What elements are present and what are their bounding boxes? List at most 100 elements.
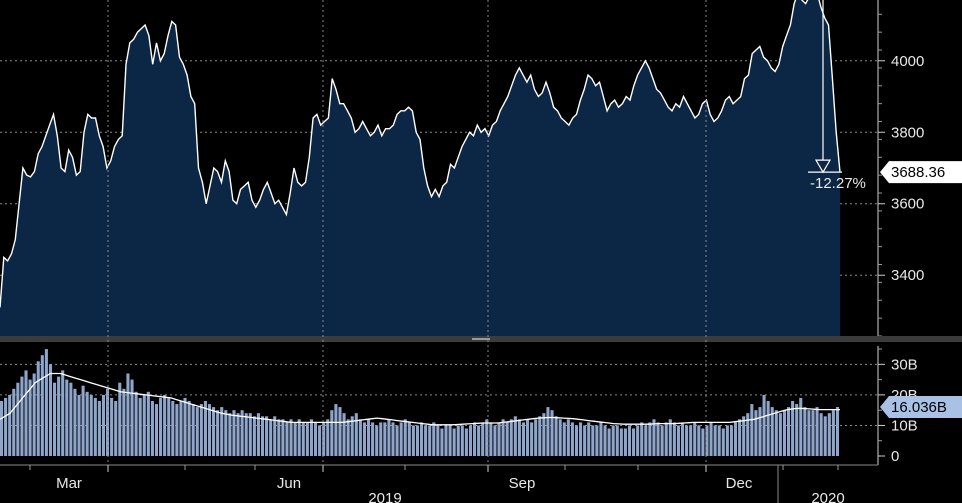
- volume-bar: [517, 419, 521, 456]
- volume-bar: [330, 410, 334, 456]
- volume-bar: [395, 425, 399, 456]
- last-volume-label: 16.036B: [891, 399, 947, 416]
- volume-bar: [322, 422, 326, 456]
- volume-bar: [195, 407, 199, 456]
- volume-bar: [220, 407, 224, 456]
- change-annotation: -12.27%: [808, 0, 866, 192]
- volume-bar: [8, 394, 12, 456]
- volume-bar: [216, 410, 220, 456]
- volume-bar: [228, 413, 232, 456]
- volume-bar: [371, 422, 375, 456]
- volume-bar: [318, 425, 322, 456]
- volume-bar: [0, 401, 4, 456]
- volume-bar: [252, 416, 256, 456]
- volume-bar: [342, 413, 346, 456]
- volume-bar: [587, 422, 591, 456]
- volume-bar: [546, 407, 550, 456]
- price-panel: -12.27% 3400 3600 3800 4000 3688.36: [0, 0, 962, 337]
- volume-bar: [481, 422, 485, 456]
- year-label-2020: 2020: [811, 490, 844, 503]
- volume-bar: [248, 413, 252, 456]
- volume-bar: [615, 425, 619, 456]
- volume-bar: [191, 404, 195, 456]
- volume-bar: [110, 397, 114, 456]
- volume-bar: [579, 422, 583, 456]
- volume-bar: [827, 413, 831, 456]
- volume-bar: [73, 388, 77, 456]
- volume-bar: [69, 382, 73, 456]
- volume-bar: [697, 425, 701, 456]
- volume-bar: [562, 422, 566, 456]
- volume-bar: [114, 401, 118, 456]
- volume-bar: [89, 394, 93, 456]
- volume-bar: [811, 410, 815, 456]
- volume-bar: [126, 373, 130, 456]
- volume-bar: [346, 419, 350, 456]
- volume-bar: [379, 422, 383, 456]
- price-area: [0, 0, 840, 336]
- volume-bar: [53, 382, 57, 456]
- volume-bar: [338, 407, 342, 456]
- volume-bar: [375, 425, 379, 456]
- volume-bar: [293, 422, 297, 456]
- volume-bar: [391, 422, 395, 456]
- volume-bar: [738, 419, 742, 456]
- volume-bar: [354, 413, 358, 456]
- volume-bar: [289, 419, 293, 456]
- volume-bar: [24, 370, 28, 456]
- volume-bar: [244, 413, 248, 456]
- volume-bar: [146, 391, 150, 456]
- volume-bar: [676, 425, 680, 456]
- volume-bar: [428, 425, 432, 456]
- volume-bar: [399, 422, 403, 456]
- volume-bar: [521, 422, 526, 456]
- volume-bar: [705, 425, 709, 456]
- volume-bar: [627, 425, 632, 456]
- volume-bar: [183, 397, 187, 456]
- volume-bar: [32, 373, 36, 456]
- last-price-marker: 3688.36: [880, 161, 962, 184]
- volume-bar: [685, 425, 689, 456]
- volume-bar: [795, 404, 799, 456]
- volume-bar: [689, 425, 693, 456]
- volume-bar: [778, 413, 782, 456]
- volume-bar: [452, 428, 456, 456]
- volume-bar: [85, 391, 89, 456]
- volume-bar: [199, 404, 203, 456]
- volume-bar: [733, 422, 738, 456]
- x-axis: Mar Jun Sep Dec 2019 2020: [0, 0, 878, 503]
- volume-bar: [358, 419, 362, 456]
- volume-bar: [383, 422, 387, 456]
- volume-bar: [623, 428, 627, 456]
- volume-bar: [277, 419, 281, 456]
- volume-bar: [134, 391, 138, 456]
- volume-bar: [236, 413, 240, 456]
- volume-bar: [424, 425, 428, 456]
- volume-bar: [167, 397, 171, 456]
- volume-bar: [407, 422, 411, 456]
- volume-bar: [819, 413, 823, 456]
- volume-bar: [729, 425, 733, 456]
- volume-bar: [595, 425, 599, 456]
- volume-bar: [440, 428, 444, 456]
- volume-bar: [648, 422, 652, 456]
- volume-bar: [265, 416, 269, 456]
- volume-bar: [640, 422, 644, 456]
- panel-resize-handle[interactable]: [472, 338, 490, 340]
- volume-bar: [366, 419, 371, 456]
- volume-bar: [611, 425, 615, 456]
- volume-bar: [12, 388, 16, 456]
- volume-bar: [762, 394, 766, 456]
- volume-bar: [566, 419, 570, 456]
- volume-bar: [297, 419, 301, 456]
- volume-moving-average-line: [0, 372, 840, 426]
- volume-bar: [603, 425, 607, 456]
- volume-bar: [28, 379, 32, 456]
- volume-bar: [207, 404, 212, 456]
- volume-bar: [130, 379, 134, 456]
- volume-bar: [81, 385, 85, 456]
- year-label-2019: 2019: [368, 490, 401, 503]
- volume-bar: [212, 407, 216, 456]
- volume-bar: [473, 422, 477, 456]
